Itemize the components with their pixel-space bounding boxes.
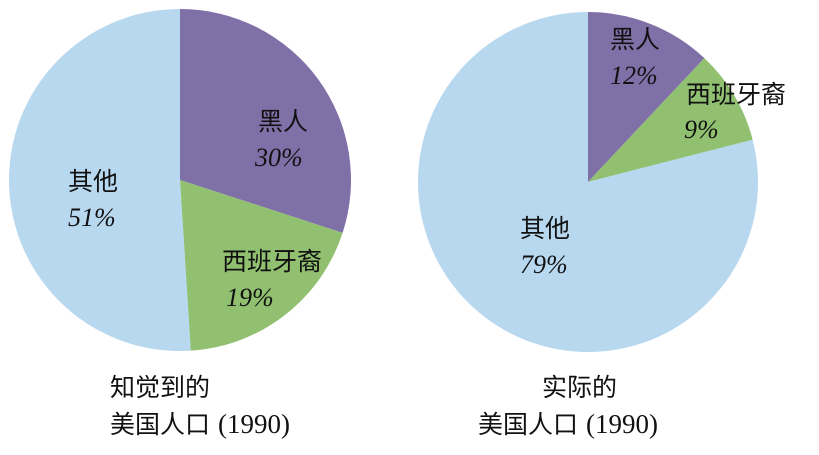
pie-0-slice-other bbox=[8, 9, 191, 351]
pie-1-slice-hispanic bbox=[588, 58, 753, 182]
pie-1-value-other: 79% bbox=[520, 250, 568, 279]
pie-1-label-hispanic: 西班牙裔 bbox=[686, 80, 786, 109]
pie-1-label-other: 其他 bbox=[520, 214, 570, 243]
perceived-population-caption: 知觉到的 美国人口 (1990) bbox=[110, 370, 290, 443]
pie-0-label-black: 黑人 bbox=[258, 107, 308, 136]
pie-0-value-black: 30% bbox=[254, 143, 303, 172]
pie-0-value-hispanic: 19% bbox=[226, 283, 274, 312]
perceived-caption-line2: 美国人口 (1990) bbox=[110, 406, 290, 443]
perceived-caption-year: (1990) bbox=[217, 409, 290, 439]
pie-1-value-hispanic: 9% bbox=[684, 115, 719, 144]
perceived-caption-population: 美国人口 bbox=[110, 410, 211, 439]
pie-1-slice-other bbox=[418, 12, 758, 353]
pie-0-label-hispanic: 西班牙裔 bbox=[222, 247, 322, 276]
pie-1-slice-black bbox=[588, 12, 705, 182]
pie-0-slice-black bbox=[180, 9, 352, 233]
actual-caption-line2: 美国人口 (1990) bbox=[478, 406, 658, 443]
actual-caption-line1: 实际的 bbox=[542, 373, 618, 402]
actual-caption-year: (1990) bbox=[585, 409, 658, 439]
perceived-caption-line1: 知觉到的 bbox=[110, 373, 211, 402]
pie-1-label-black: 黑人 bbox=[610, 25, 660, 54]
perceived-population-pie: 黑人 30% 西班牙裔 19% 其他 51% bbox=[8, 9, 352, 351]
pie-0-label-other: 其他 bbox=[68, 167, 118, 196]
pie-0-value-other: 51% bbox=[68, 203, 116, 232]
pie-0-slice-hispanic bbox=[180, 180, 343, 351]
actual-population-caption: 实际的 美国人口 (1990) bbox=[478, 370, 658, 443]
pie-1-value-black: 12% bbox=[610, 61, 658, 90]
actual-population-pie: 黑人 12% 西班牙裔 9% 其他 79% bbox=[418, 12, 786, 353]
actual-caption-population: 美国人口 bbox=[478, 410, 579, 439]
